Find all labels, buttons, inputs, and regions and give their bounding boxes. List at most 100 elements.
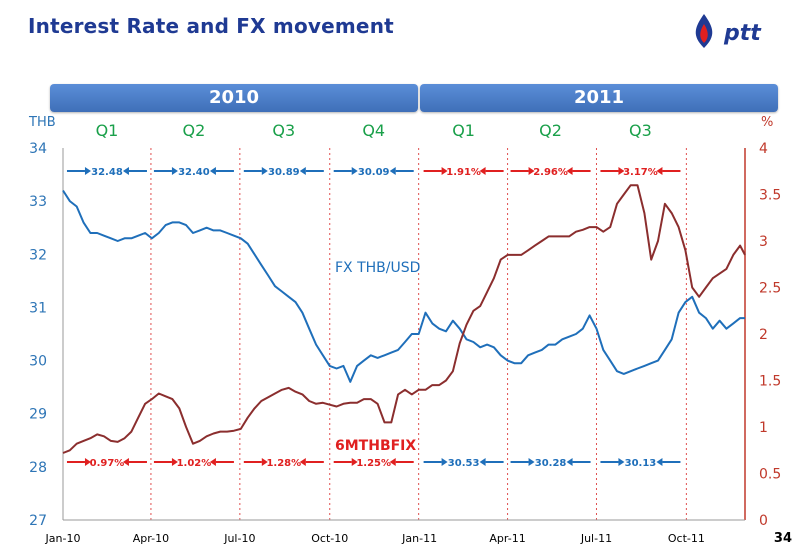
x-tick-label: Jul-11 xyxy=(580,532,612,545)
year-banner-2010: 2010 xyxy=(50,84,418,112)
y-right-tick-label: 2 xyxy=(759,327,768,343)
quarter-label: Q1 xyxy=(96,121,119,140)
page-number: 34 xyxy=(773,531,792,546)
quarter-label: Q4 xyxy=(362,121,385,140)
year-banner-2011: 2011 xyxy=(420,84,778,112)
avg-arrowhead-right xyxy=(209,167,216,175)
avg-value-label: 30.13 xyxy=(625,458,657,469)
quarter-label: Q1 xyxy=(452,121,475,140)
avg-fx-label: 32.48 xyxy=(66,167,147,178)
avg-value-label: 32.40 xyxy=(178,167,210,178)
avg-arrowhead-right xyxy=(566,458,573,466)
avg-arrowhead-right xyxy=(299,458,306,466)
avg-arrowhead-right xyxy=(479,167,486,175)
avg-rate-label: 2.96% xyxy=(510,167,591,178)
avg-arrowhead-right xyxy=(479,458,486,466)
avg-arrowhead-left xyxy=(171,458,178,466)
avg-arrowhead-right xyxy=(122,167,129,175)
avg-rate-label: 1.91% xyxy=(423,167,504,178)
avg-rate-label: 1.28% xyxy=(243,458,324,469)
avg-rate-label: 1.25% xyxy=(333,458,414,469)
avg-arrowhead-right xyxy=(656,458,663,466)
x-tick-label: Jul-10 xyxy=(223,532,255,545)
x-tick-label: Jan-10 xyxy=(45,532,81,545)
avg-arrowhead-right xyxy=(566,167,573,175)
avg-value-label: 1.02% xyxy=(177,458,212,469)
series-label-rate: 6MTHBFIX xyxy=(335,438,416,454)
y-right-tick-label: 2.5 xyxy=(759,281,781,297)
avg-fx-label: 30.28 xyxy=(510,458,591,469)
avg-arrowhead-left xyxy=(618,458,625,466)
avg-arrowhead-left xyxy=(441,458,448,466)
x-tick-label: Apr-11 xyxy=(489,532,525,545)
x-tick-label: Apr-10 xyxy=(133,532,169,545)
avg-arrowhead-right xyxy=(122,458,129,466)
x-tick-label: Jan-11 xyxy=(401,532,437,545)
avg-value-label: 30.09 xyxy=(358,167,390,178)
avg-arrowhead-right xyxy=(209,458,216,466)
avg-arrowhead-right xyxy=(656,167,663,175)
x-tick-label: Oct-10 xyxy=(311,532,348,545)
y-right-tick-label: 0.5 xyxy=(759,467,781,483)
avg-arrowhead-left xyxy=(84,458,91,466)
avg-arrowhead-left xyxy=(261,458,268,466)
avg-arrowhead-left xyxy=(528,167,535,175)
avg-value-label: 3.17% xyxy=(623,167,658,178)
quarter-label: Q2 xyxy=(183,121,206,140)
avg-rate-label: 1.02% xyxy=(153,458,234,469)
y-left-tick-label: 33 xyxy=(29,194,47,210)
avg-value-label: 2.96% xyxy=(533,167,568,178)
y-left-tick-label: 31 xyxy=(29,300,47,316)
quarter-label: Q2 xyxy=(539,121,562,140)
avg-arrowhead-left xyxy=(171,167,178,175)
series-line-rate xyxy=(62,184,746,454)
y-left-tick-label: 27 xyxy=(29,513,47,529)
y-right-tick-label: 3.5 xyxy=(759,188,781,204)
y-right-tick-label: 1.5 xyxy=(759,374,781,390)
quarter-label: Q3 xyxy=(629,121,652,140)
avg-fx-label: 30.13 xyxy=(600,458,681,469)
avg-rate-label: 0.97% xyxy=(66,458,147,469)
avg-fx-label: 30.09 xyxy=(333,167,414,178)
avg-arrowhead-right xyxy=(299,167,306,175)
avg-arrowhead-left xyxy=(618,167,625,175)
series-label-fx: FX THB/USD xyxy=(335,260,420,276)
y-left-axis-label: THB xyxy=(28,115,56,130)
logo-text: ptt xyxy=(723,21,762,46)
avg-fx-label: 30.89 xyxy=(243,167,324,178)
y-right-tick-label: 3 xyxy=(759,234,768,250)
ptt-logo: ptt xyxy=(695,14,762,48)
avg-arrowhead-left xyxy=(351,458,358,466)
y-left-tick-label: 34 xyxy=(29,141,47,157)
avg-arrowhead-right xyxy=(389,167,396,175)
avg-value-label: 1.28% xyxy=(266,458,301,469)
y-right-tick-label: 4 xyxy=(759,141,768,157)
slide-title: Interest Rate and FX movement xyxy=(28,14,394,38)
y-left-tick-label: 32 xyxy=(29,247,47,263)
y-left-tick-label: 28 xyxy=(29,460,47,476)
avg-fx-label: 32.40 xyxy=(153,167,234,178)
avg-value-label: 30.28 xyxy=(535,458,567,469)
avg-rate-label: 3.17% xyxy=(600,167,681,178)
y-right-axis-label: % xyxy=(761,115,773,130)
avg-arrowhead-left xyxy=(84,167,91,175)
avg-arrowhead-right xyxy=(389,458,396,466)
y-left-tick-label: 29 xyxy=(29,407,47,423)
avg-arrowhead-left xyxy=(261,167,268,175)
series-line-fx xyxy=(62,189,745,383)
avg-fx-label: 30.53 xyxy=(423,458,504,469)
avg-value-label: 0.97% xyxy=(90,458,125,469)
y-right-tick-label: 1 xyxy=(759,420,768,436)
quarter-label: Q3 xyxy=(272,121,295,140)
avg-arrowhead-left xyxy=(528,458,535,466)
avg-value-label: 30.89 xyxy=(268,167,300,178)
avg-arrowhead-left xyxy=(351,167,358,175)
x-tick-label: Oct-11 xyxy=(668,532,705,545)
avg-value-label: 1.25% xyxy=(356,458,391,469)
avg-value-label: 1.91% xyxy=(446,167,481,178)
avg-value-label: 30.53 xyxy=(448,458,480,469)
avg-arrowhead-left xyxy=(441,167,448,175)
y-right-tick-label: 0 xyxy=(759,513,768,529)
